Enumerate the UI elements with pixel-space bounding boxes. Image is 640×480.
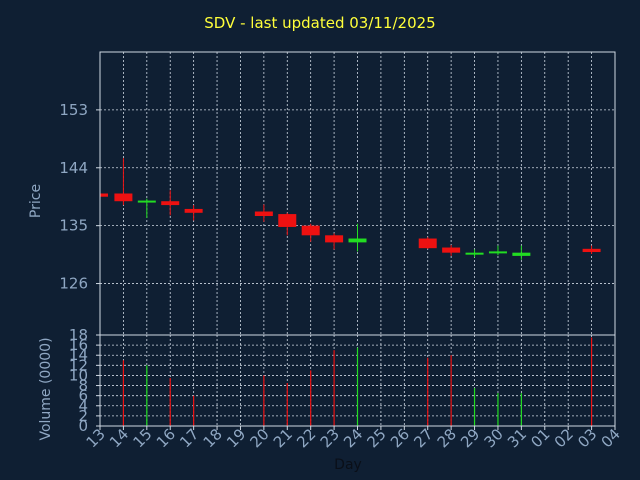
- day-tick-label: 24: [340, 425, 366, 451]
- candle-body: [100, 193, 108, 197]
- candle-body: [254, 211, 273, 217]
- price-grid: [100, 52, 615, 335]
- candle-body: [161, 201, 180, 206]
- day-tick-label: 26: [387, 425, 413, 451]
- day-axis-label: Day: [334, 457, 362, 473]
- volume-tick-label: 8: [78, 377, 88, 395]
- day-tick-label: 17: [176, 425, 202, 451]
- day-tick-label: 02: [551, 425, 577, 451]
- candle-body: [137, 200, 156, 203]
- price-tick-label: 153: [59, 101, 88, 119]
- candle-body: [488, 251, 507, 254]
- volume-tick-label: 12: [69, 356, 88, 374]
- candle-body: [442, 247, 461, 253]
- price-tick-label: 126: [59, 275, 88, 293]
- candle-body: [465, 252, 484, 255]
- day-tick-label: 04: [598, 425, 624, 451]
- day-tick-label: 16: [153, 425, 179, 451]
- day-tick-label: 15: [129, 425, 155, 451]
- candle-body: [512, 252, 531, 256]
- price-tick-label: 135: [59, 217, 88, 235]
- candlesticks: [99, 158, 601, 260]
- candle-body: [582, 248, 601, 253]
- day-tick-label: 20: [246, 425, 272, 451]
- candle-body: [184, 208, 203, 213]
- day-tick-label: 28: [434, 425, 460, 451]
- volume-tick-label: 4: [78, 397, 88, 415]
- day-tick-label: 30: [481, 425, 507, 451]
- day-tick-label: 01: [527, 425, 553, 451]
- price-tick-label: 144: [59, 159, 88, 177]
- day-tick-label: 23: [317, 425, 343, 451]
- x-tick-labels: 1314151617181920212223242526272829303101…: [83, 425, 624, 451]
- volume-tick-label: 10: [69, 366, 88, 384]
- volume-tick-label: 2: [78, 407, 88, 425]
- candle-body: [348, 238, 367, 243]
- candle-body: [325, 235, 344, 243]
- chart-title: SDV - last updated 03/11/2025: [204, 14, 436, 32]
- day-tick-label: 31: [504, 425, 530, 451]
- day-tick-label: 14: [106, 425, 132, 451]
- day-tick-label: 29: [457, 425, 483, 451]
- day-tick-label: 03: [574, 425, 600, 451]
- day-tick-label: 27: [410, 425, 436, 451]
- day-tick-label: 25: [364, 425, 390, 451]
- candle-body: [301, 225, 320, 236]
- candle-body: [418, 238, 437, 249]
- volume-tick-label: 14: [69, 346, 88, 364]
- day-tick-label: 22: [293, 425, 319, 451]
- volume-tick-label: 16: [69, 336, 88, 354]
- day-tick-label: 18: [200, 425, 226, 451]
- candle-body: [278, 214, 297, 227]
- candle-body: [114, 193, 133, 202]
- volume-tick-label: 6: [78, 387, 88, 405]
- volume-bars: [122, 337, 593, 426]
- volume-tick-label: 18: [69, 326, 88, 344]
- day-tick-label: 21: [270, 425, 296, 451]
- day-tick-label: 19: [223, 425, 249, 451]
- volume-tick-label: 0: [78, 417, 88, 435]
